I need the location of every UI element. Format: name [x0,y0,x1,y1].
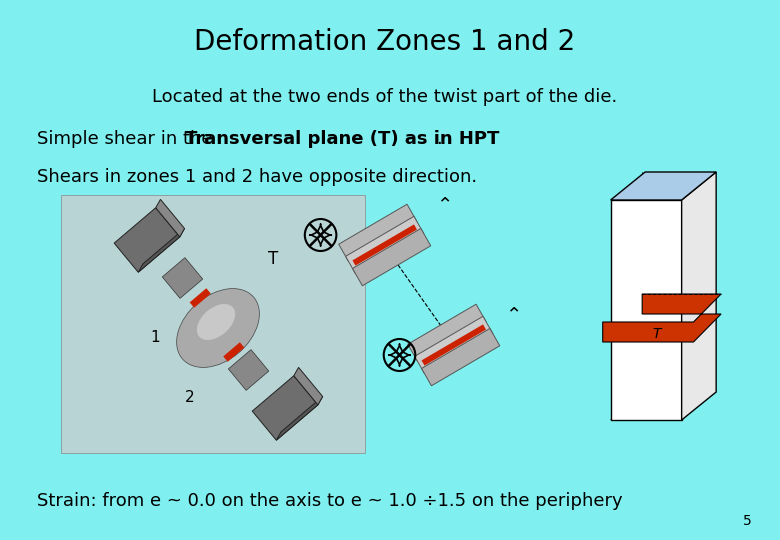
Polygon shape [346,217,424,274]
Polygon shape [294,367,323,405]
Polygon shape [611,200,682,420]
Polygon shape [421,325,486,366]
Text: 5: 5 [743,514,752,528]
Polygon shape [162,258,203,299]
Polygon shape [408,304,486,362]
Polygon shape [114,208,180,272]
Text: Located at the two ends of the twist part of the die.: Located at the two ends of the twist par… [152,88,617,106]
Ellipse shape [176,288,260,367]
Polygon shape [223,342,244,362]
Polygon shape [138,228,185,272]
Bar [61,195,365,453]
Text: Deformation Zones 1 and 2: Deformation Zones 1 and 2 [194,28,576,56]
Polygon shape [252,376,318,440]
Polygon shape [156,199,185,237]
Polygon shape [682,172,716,420]
Text: T: T [268,250,278,268]
Polygon shape [353,225,417,266]
Text: ⌃: ⌃ [436,195,452,214]
Text: 2: 2 [184,390,194,405]
Polygon shape [339,204,417,261]
Polygon shape [190,288,211,308]
Ellipse shape [197,304,236,340]
Text: Simple shear in the: Simple shear in the [37,130,218,148]
Text: Shears in zones 1 and 2 have opposite direction.: Shears in zones 1 and 2 have opposite di… [37,168,477,186]
Polygon shape [421,328,500,386]
Polygon shape [229,349,269,390]
Polygon shape [276,396,323,440]
Text: T: T [652,327,661,341]
Polygon shape [415,316,493,374]
Text: .: . [436,130,442,148]
Text: Strain: from e ~ 0.0 on the axis to e ~ 1.0 ÷1.5 on the periphery: Strain: from e ~ 0.0 on the axis to e ~ … [37,492,623,510]
Text: Transversal plane (T) as in HPT: Transversal plane (T) as in HPT [186,130,500,148]
Text: ⌃: ⌃ [505,306,521,325]
Polygon shape [611,172,716,200]
Text: 1: 1 [150,330,160,345]
Polygon shape [353,228,431,286]
Polygon shape [603,294,721,342]
